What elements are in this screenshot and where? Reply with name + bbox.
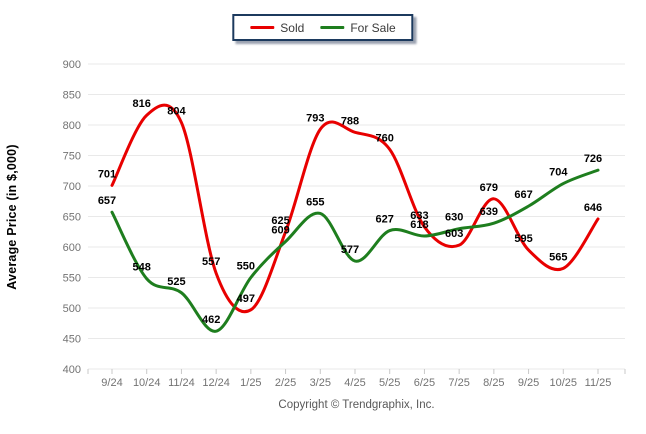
legend-label-sold: Sold	[280, 20, 305, 35]
value-label: 704	[549, 167, 568, 179]
x-tick-label: 11/25	[585, 377, 612, 389]
value-label: 550	[237, 261, 255, 273]
x-tick-label: 9/25	[518, 377, 539, 389]
value-label: 701	[98, 168, 116, 180]
series-line-sold	[110, 103, 600, 314]
value-label: 627	[376, 214, 394, 226]
value-label: 679	[480, 182, 498, 194]
x-tick-label: 10/24	[133, 377, 161, 389]
y-tick-label: 500	[63, 303, 81, 315]
x-tick-label: 9/24	[101, 377, 122, 389]
value-label: 655	[306, 196, 324, 208]
y-tick-label: 700	[63, 181, 81, 193]
value-label: 497	[237, 293, 255, 305]
y-tick-label: 800	[63, 120, 81, 132]
y-tick-label: 850	[63, 90, 81, 102]
y-tick-label: 900	[63, 59, 81, 71]
value-label: 646	[584, 202, 602, 214]
x-tick-label: 11/24	[168, 377, 195, 389]
value-label: 667	[514, 189, 532, 201]
value-label: 595	[514, 233, 532, 245]
y-tick-label: 750	[63, 151, 81, 163]
legend-label-for-sale: For Sale	[350, 20, 396, 35]
legend-item-for-sale: For Sale	[320, 20, 396, 35]
value-label: 603	[445, 228, 463, 240]
value-label: 565	[549, 251, 567, 263]
x-tick-label: 10/25	[550, 377, 578, 389]
value-label: 726	[584, 153, 602, 165]
series-line-for-sale	[110, 168, 600, 333]
x-tick-label: 1/25	[240, 377, 261, 389]
x-tick-label: 2/25	[275, 377, 296, 389]
x-tick-label: 4/25	[344, 377, 365, 389]
x-tick-label: 5/25	[379, 377, 400, 389]
y-tick-label: 650	[63, 212, 81, 224]
x-tick-label: 7/25	[448, 377, 469, 389]
value-label: 609	[271, 225, 289, 237]
x-tick-label: 6/25	[414, 377, 435, 389]
x-tick-label: 12/24	[202, 377, 230, 389]
value-label: 793	[306, 112, 324, 124]
x-tick-label: 8/25	[483, 377, 504, 389]
legend-item-sold: Sold	[250, 21, 304, 35]
value-label: 760	[376, 132, 394, 144]
y-tick-label: 600	[63, 242, 81, 254]
y-tick-label: 550	[63, 273, 81, 285]
legend: Sold For Sale	[232, 14, 414, 41]
copyright: Copyright © Trendgraphix, Inc.	[278, 399, 435, 411]
value-label: 657	[98, 195, 116, 207]
value-label: 462	[202, 314, 220, 326]
value-label: 630	[445, 212, 463, 224]
value-label: 577	[341, 244, 359, 256]
value-label: 633	[410, 210, 428, 222]
value-label: 525	[167, 276, 185, 288]
value-label: 816	[133, 98, 151, 110]
value-label: 639	[480, 206, 498, 218]
y-tick-label: 450	[63, 334, 81, 346]
x-tick-label: 3/25	[310, 377, 331, 389]
value-label: 804	[167, 106, 186, 118]
value-label: 788	[341, 115, 359, 127]
value-label: 618	[410, 219, 428, 231]
y-tick-label: 400	[63, 364, 81, 376]
value-label: 557	[202, 256, 220, 268]
sold-line-swatch-icon	[250, 26, 275, 29]
value-label: 548	[133, 262, 151, 274]
for-sale-line-swatch-icon	[320, 26, 345, 29]
value-label: 625	[271, 215, 289, 227]
